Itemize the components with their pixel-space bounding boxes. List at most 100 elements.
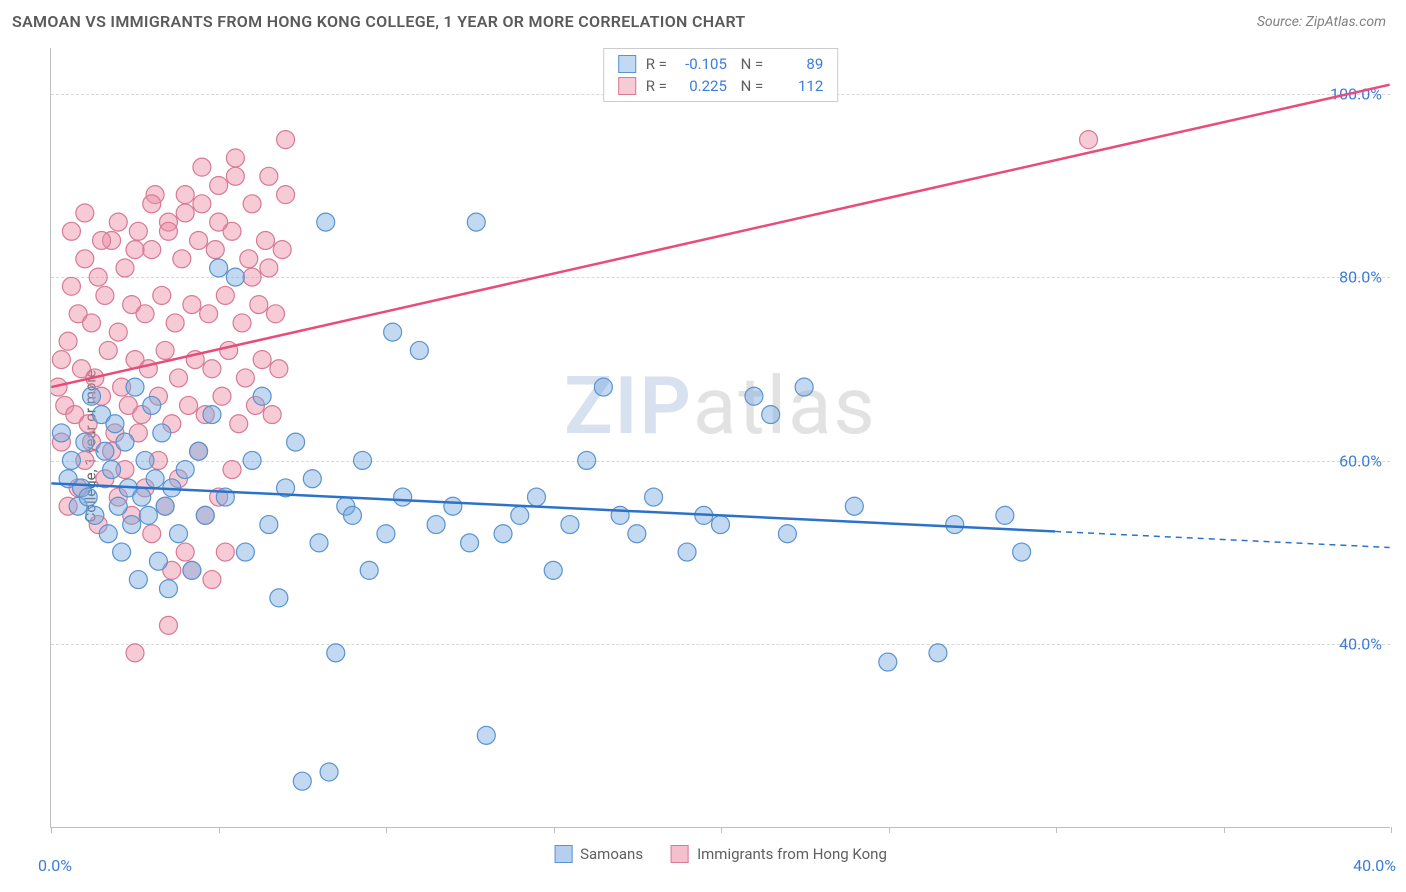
data-point (778, 525, 796, 543)
data-point (176, 461, 194, 479)
data-point (76, 433, 94, 451)
data-point (129, 222, 147, 240)
data-point (267, 305, 285, 323)
data-point (176, 543, 194, 561)
n-value-hongkong: 112 (773, 77, 823, 95)
data-point (250, 296, 268, 314)
data-point (253, 387, 271, 405)
legend-swatch-blue (618, 55, 636, 73)
data-point (109, 323, 127, 341)
data-point (1080, 131, 1098, 149)
data-point (153, 286, 171, 304)
data-point (156, 497, 174, 515)
data-point (79, 488, 97, 506)
data-point (126, 241, 144, 259)
data-point (461, 534, 479, 552)
x-tick (1056, 827, 1057, 833)
data-point (170, 369, 188, 387)
data-point (210, 259, 228, 277)
data-point (260, 259, 278, 277)
data-point (159, 616, 177, 634)
data-point (256, 231, 274, 249)
legend-row-samoans: R = -0.105 N = 89 (618, 53, 824, 75)
data-point (303, 470, 321, 488)
data-point (83, 314, 101, 332)
data-point (594, 378, 612, 396)
legend-swatch-pink (618, 77, 636, 95)
data-point (183, 561, 201, 579)
data-point (226, 149, 244, 167)
data-point (270, 360, 288, 378)
data-point (277, 186, 295, 204)
data-point (159, 222, 177, 240)
data-point (196, 506, 214, 524)
data-point (183, 296, 201, 314)
data-point (226, 167, 244, 185)
data-point (153, 424, 171, 442)
data-point (93, 231, 111, 249)
data-point (946, 516, 964, 534)
data-point (173, 250, 191, 268)
data-point (236, 543, 254, 561)
data-point (180, 396, 198, 414)
data-point (62, 451, 80, 469)
data-point (260, 167, 278, 185)
data-point (561, 516, 579, 534)
data-point (116, 259, 134, 277)
legend-item-hongkong: Immigrants from Hong Kong (671, 845, 887, 863)
data-point (243, 451, 261, 469)
regression-line-extrapolated (1055, 531, 1390, 547)
data-point (113, 543, 131, 561)
x-tick (1224, 827, 1225, 833)
data-point (320, 763, 338, 781)
legend-swatch-blue-icon (554, 845, 572, 863)
data-point (62, 277, 80, 295)
data-point (123, 516, 141, 534)
data-point (176, 204, 194, 222)
data-point (220, 341, 238, 359)
data-point (96, 442, 114, 460)
data-point (745, 387, 763, 405)
data-point (444, 497, 462, 515)
data-point (126, 378, 144, 396)
data-point (139, 506, 157, 524)
data-point (712, 516, 730, 534)
data-point (317, 213, 335, 231)
x-axis-min-label: 0.0% (38, 856, 72, 875)
data-point (343, 506, 361, 524)
x-tick (51, 827, 52, 833)
data-point (377, 525, 395, 543)
data-point (59, 332, 77, 350)
data-point (126, 644, 144, 662)
data-point (1013, 543, 1031, 561)
data-point (236, 369, 254, 387)
data-point (99, 341, 117, 359)
x-tick (386, 827, 387, 833)
data-point (76, 250, 94, 268)
data-point (544, 561, 562, 579)
data-point (384, 323, 402, 341)
data-point (76, 204, 94, 222)
data-point (270, 589, 288, 607)
data-point (103, 461, 121, 479)
data-point (210, 213, 228, 231)
data-point (146, 470, 164, 488)
data-point (99, 525, 117, 543)
data-point (203, 571, 221, 589)
data-point (52, 351, 70, 369)
data-point (190, 442, 208, 460)
data-point (527, 488, 545, 506)
x-tick (1391, 827, 1392, 833)
data-point (200, 305, 218, 323)
data-point (879, 653, 897, 671)
data-point (494, 525, 512, 543)
data-point (578, 451, 596, 469)
data-point (106, 415, 124, 433)
n-value-samoans: 89 (773, 55, 823, 73)
regression-line (51, 85, 1389, 387)
source-attribution: Source: ZipAtlas.com (1257, 14, 1386, 30)
r-value-hongkong: 0.225 (677, 77, 727, 95)
x-tick (554, 827, 555, 833)
legend-swatch-pink-icon (671, 845, 689, 863)
data-point (203, 360, 221, 378)
